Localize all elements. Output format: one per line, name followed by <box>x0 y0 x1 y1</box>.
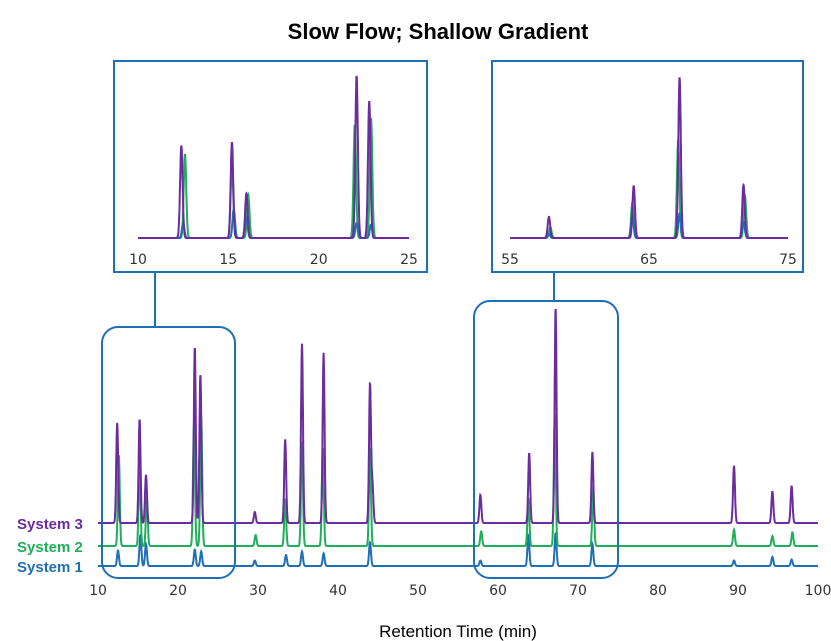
series-3-line <box>98 308 818 524</box>
series-1-line <box>98 531 818 567</box>
callout-box-2 <box>473 300 619 579</box>
inset-2-tick-55: 55 <box>501 252 519 268</box>
x-axis-ticks: 10 20 30 40 50 60 70 80 90 100 <box>89 583 831 599</box>
series-label-2: System 2 <box>17 539 83 556</box>
inset-2-tick-65: 65 <box>640 252 658 268</box>
inset-1-tick-25: 25 <box>400 252 418 268</box>
x-tick-label-90: 90 <box>729 583 747 599</box>
series-label-1: System 1 <box>17 559 83 576</box>
x-tick-label-100: 100 <box>805 583 831 599</box>
x-tick-label-20: 20 <box>169 583 187 599</box>
series-2 <box>98 414 818 547</box>
inset-1-series-3-line <box>138 75 409 239</box>
inset-frame-2 <box>491 60 804 273</box>
x-tick-label-70: 70 <box>569 583 587 599</box>
x-tick-label-80: 80 <box>649 583 667 599</box>
inset-1-tick-20: 20 <box>310 252 328 268</box>
inset-left: 10 15 20 25 <box>113 60 428 273</box>
series-label-3: System 3 <box>17 516 83 533</box>
inset-2-series-3-line <box>510 77 788 239</box>
x-tick-label-40: 40 <box>329 583 347 599</box>
chart-title: Slow Flow; Shallow Gradient <box>288 19 589 44</box>
series-1 <box>98 531 818 567</box>
series-labels: System 1 System 2 System 3 <box>17 516 83 576</box>
x-tick-label-50: 50 <box>409 583 427 599</box>
x-axis-label: Retention Time (min) <box>379 622 537 641</box>
inset-frame-1 <box>113 60 428 273</box>
callout-box-1 <box>101 326 236 579</box>
inset-right: 55 65 75 <box>491 60 804 273</box>
inset-2-tick-75: 75 <box>779 252 797 268</box>
zoom-callouts <box>101 272 619 579</box>
x-tick-label-60: 60 <box>489 583 507 599</box>
x-tick-label-30: 30 <box>249 583 267 599</box>
main-plot-area <box>98 308 818 567</box>
series-3 <box>98 308 818 524</box>
inset-1-tick-10: 10 <box>129 252 147 268</box>
x-tick-label-10: 10 <box>89 583 107 599</box>
series-2-line <box>98 414 818 547</box>
inset-1-tick-15: 15 <box>219 252 237 268</box>
